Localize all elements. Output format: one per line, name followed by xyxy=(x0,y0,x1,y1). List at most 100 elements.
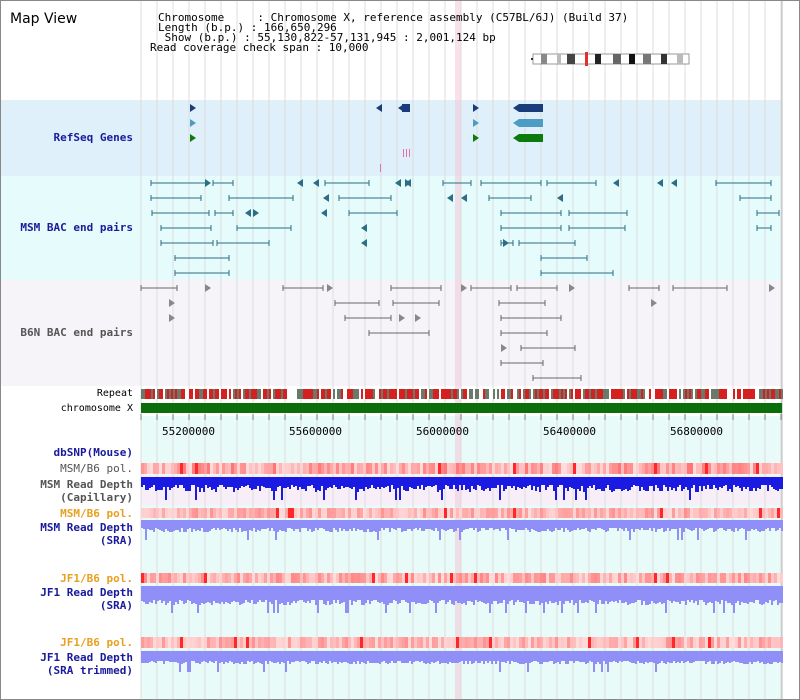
msm-depth-sra-bar xyxy=(269,520,271,531)
jf1-b6-pol-cell xyxy=(477,573,480,583)
jf1-depth-trim-bar xyxy=(537,651,539,662)
msm-depth-cap-bar xyxy=(153,477,155,485)
jf1-b6-pol-cell xyxy=(456,637,459,648)
repeat-element xyxy=(229,389,231,399)
msm-depth-sra-bar xyxy=(431,520,433,530)
track-label-msm-bac[interactable]: MSM BAC end pairs xyxy=(20,221,133,234)
repeat-element xyxy=(217,389,219,399)
msm-depth-sra-bar xyxy=(419,520,421,528)
jf1-b6-pol-cell xyxy=(399,637,402,648)
jf1-depth-sra-bar xyxy=(389,586,391,603)
jf1-b6-pol-cell xyxy=(759,637,762,648)
msm-depth-sra-bar xyxy=(737,520,739,531)
msm-b6-pol-cell xyxy=(204,463,207,474)
msm-depth-sra-bar xyxy=(363,520,365,532)
jf1-depth-trim-bar xyxy=(643,651,645,664)
track-label-msm-b6-pol-2[interactable]: MSM/B6 pol. xyxy=(60,507,133,520)
jf1-b6-pol-cell xyxy=(768,637,771,648)
msm-depth-sra-bar xyxy=(317,520,319,530)
jf1-depth-trim-bar xyxy=(141,651,143,663)
jf1-depth-trim-bar xyxy=(301,651,303,661)
msm-b6-pol-cell xyxy=(279,508,282,518)
msm-b6-pol-cell xyxy=(363,463,366,474)
track-label-jf1-b6-pol-2[interactable]: JF1/B6 pol. xyxy=(60,636,133,649)
track-label-msm-depth-sra[interactable]: MSM Read Depth xyxy=(40,521,133,534)
jf1-b6-pol-cell xyxy=(618,573,621,583)
msm-b6-pol-cell xyxy=(684,508,687,518)
jf1-b6-pol-cell xyxy=(381,637,384,648)
jf1-depth-trim-bar xyxy=(547,651,549,662)
jf1-depth-trim-bar xyxy=(171,651,173,662)
msm-depth-cap-bar xyxy=(705,477,707,489)
msm-depth-cap-bar xyxy=(525,477,527,488)
msm-depth-cap-bar xyxy=(577,477,579,489)
jf1-depth-trim-bar xyxy=(251,651,253,661)
jf1-depth-trim-bar xyxy=(337,651,339,664)
repeat-element xyxy=(545,389,547,399)
repeat-element xyxy=(557,389,559,399)
repeat-element xyxy=(315,389,317,399)
msm-depth-cap-bar xyxy=(601,477,603,491)
msm-b6-pol-cell xyxy=(669,463,672,474)
msm-b6-pol-cell xyxy=(198,508,201,518)
jf1-b6-pol-cell xyxy=(174,637,177,648)
msm-depth-sra-bar xyxy=(223,520,225,528)
msm-depth-sra-bar xyxy=(171,520,173,532)
jf1-b6-pol-cell xyxy=(318,573,321,583)
msm-depth-sra-bar xyxy=(659,520,661,529)
msm-b6-pol-cell xyxy=(753,463,756,474)
repeat-element xyxy=(563,389,565,399)
jf1-b6-pol-cell xyxy=(744,637,747,648)
jf1-b6-pol-cell xyxy=(351,637,354,648)
jf1-depth-sra-bar xyxy=(447,586,449,602)
track-label-msm-depth-cap[interactable]: MSM Read Depth xyxy=(40,478,133,491)
msm-depth-cap-bar xyxy=(697,477,699,492)
track-label-msm-b6-pol-1[interactable]: MSM/B6 pol. xyxy=(60,462,133,475)
track-label-b6n-bac[interactable]: B6N BAC end pairs xyxy=(20,326,133,339)
jf1-depth-trim-bar xyxy=(653,651,655,663)
jf1-b6-pol-cell xyxy=(210,573,213,583)
jf1-b6-pol-cell xyxy=(393,573,396,583)
repeat-element xyxy=(405,389,407,399)
jf1-depth-trim-bar xyxy=(215,651,217,661)
jf1-depth-trim-bar xyxy=(739,651,741,663)
jf1-depth-sra-bar xyxy=(199,586,201,605)
msm-b6-pol-cell xyxy=(708,508,711,518)
jf1-depth-sra-bar xyxy=(687,586,689,600)
ideogram-band xyxy=(567,54,575,64)
jf1-depth-sra-bar xyxy=(363,586,365,605)
track-label-refseq[interactable]: RefSeq Genes xyxy=(53,131,133,144)
msm-b6-pol-cell xyxy=(504,463,507,474)
jf1-b6-pol-cell xyxy=(513,637,516,648)
jf1-depth-trim-bar xyxy=(287,651,289,661)
track-label-dbsnp[interactable]: dbSNP(Mouse) xyxy=(53,446,133,459)
msm-depth-cap-bar xyxy=(707,477,709,485)
jf1-depth-sra-bar xyxy=(671,586,673,603)
track-label-jf1-depth-sra[interactable]: JF1 Read Depth xyxy=(40,586,133,599)
msm-depth-sra-bar xyxy=(513,520,515,529)
msm-depth-sra-bar xyxy=(385,520,387,528)
jf1-b6-pol-cell xyxy=(396,573,399,583)
jf1-b6-pol-cell xyxy=(189,573,192,583)
track-label-jf1-depth-trim[interactable]: JF1 Read Depth xyxy=(40,651,133,664)
msm-depth-sra-bar xyxy=(379,520,381,531)
msm-depth-sra-bar xyxy=(655,520,657,532)
jf1-depth-trim-bar xyxy=(589,651,591,661)
jf1-depth-sra-bar xyxy=(747,586,749,604)
jf1-b6-pol-cell xyxy=(399,573,402,583)
msm-bac-end-arrow xyxy=(205,179,211,187)
msm-depth-sra-bar xyxy=(367,520,369,529)
jf1-depth-trim-bar xyxy=(755,651,757,662)
msm-b6-pol-cell xyxy=(162,463,165,474)
msm-depth-sra-bar xyxy=(235,520,237,530)
msm-b6-pol-cell xyxy=(183,508,186,518)
track-label-jf1-b6-pol-1[interactable]: JF1/B6 pol. xyxy=(60,572,133,585)
jf1-depth-trim-bar xyxy=(463,651,465,664)
msm-depth-cap-bar xyxy=(357,477,359,492)
msm-b6-pol-cell xyxy=(348,463,351,474)
jf1-b6-pol-cell xyxy=(453,573,456,583)
jf1-depth-trim-bar xyxy=(431,651,433,662)
repeat-element xyxy=(385,389,387,399)
